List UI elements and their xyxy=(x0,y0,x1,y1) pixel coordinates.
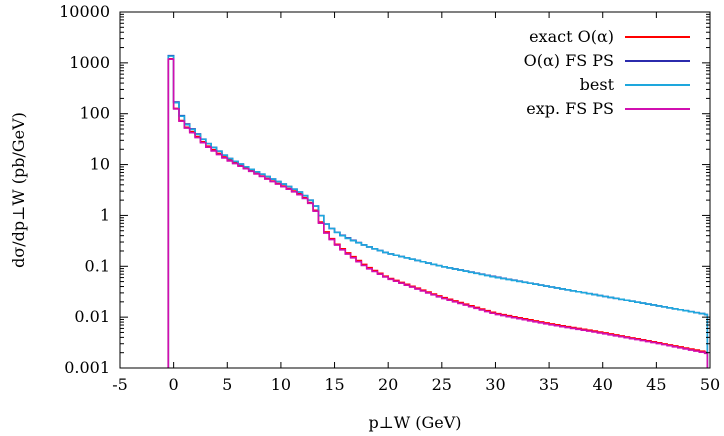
series-line-3 xyxy=(167,55,709,368)
x-tick-label: 15 xyxy=(324,375,344,394)
x-tick-label: 30 xyxy=(485,375,505,394)
x-tick-label: 25 xyxy=(432,375,452,394)
series-layer xyxy=(167,54,709,368)
y-tick-label: 1 xyxy=(100,205,110,224)
ticks-layer: -5 0 5 10 15 20 25 30 35 40 45 50 0.001 0.01 0.1 1 10 100… xyxy=(59,2,720,394)
legend-entry-label: exp. FS PS xyxy=(526,99,614,118)
x-tick-label: 35 xyxy=(539,375,559,394)
y-tick-label: 0.01 xyxy=(74,307,110,326)
x-tick-label: 50 xyxy=(700,375,720,394)
legend-entry-label: O(α) FS PS xyxy=(524,51,614,70)
x-tick-label: 10 xyxy=(271,375,291,394)
series-line-4 xyxy=(167,58,709,368)
series-line-1 xyxy=(167,58,709,368)
x-tick-label: 0 xyxy=(169,375,179,394)
x-tick-label: 20 xyxy=(378,375,398,394)
legend-entry-label: exact O(α) xyxy=(529,27,614,46)
y-tick-label: 10 xyxy=(90,155,110,174)
legend-entry-label: best xyxy=(580,75,615,94)
y-axis-label: dσ/dp⊥W (pb/GeV) xyxy=(9,112,28,268)
x-tick-label: 40 xyxy=(593,375,613,394)
y-tick-label: 0.001 xyxy=(64,358,110,377)
y-tick-label: 1000 xyxy=(69,53,110,72)
y-tick-label: 10000 xyxy=(59,2,110,21)
series-line-2 xyxy=(167,54,709,368)
x-tick-label: 45 xyxy=(646,375,666,394)
y-tick-label: 100 xyxy=(79,104,110,123)
plot-frame xyxy=(119,11,711,369)
x-tick-label: 5 xyxy=(222,375,232,394)
legend: exact O(α) O(α) FS PS best exp. FS PS xyxy=(524,27,690,118)
y-tick-label: 0.1 xyxy=(85,256,110,275)
x-axis-label: p⊥W (GeV) xyxy=(368,413,461,432)
x-tick-label: -5 xyxy=(112,375,128,394)
